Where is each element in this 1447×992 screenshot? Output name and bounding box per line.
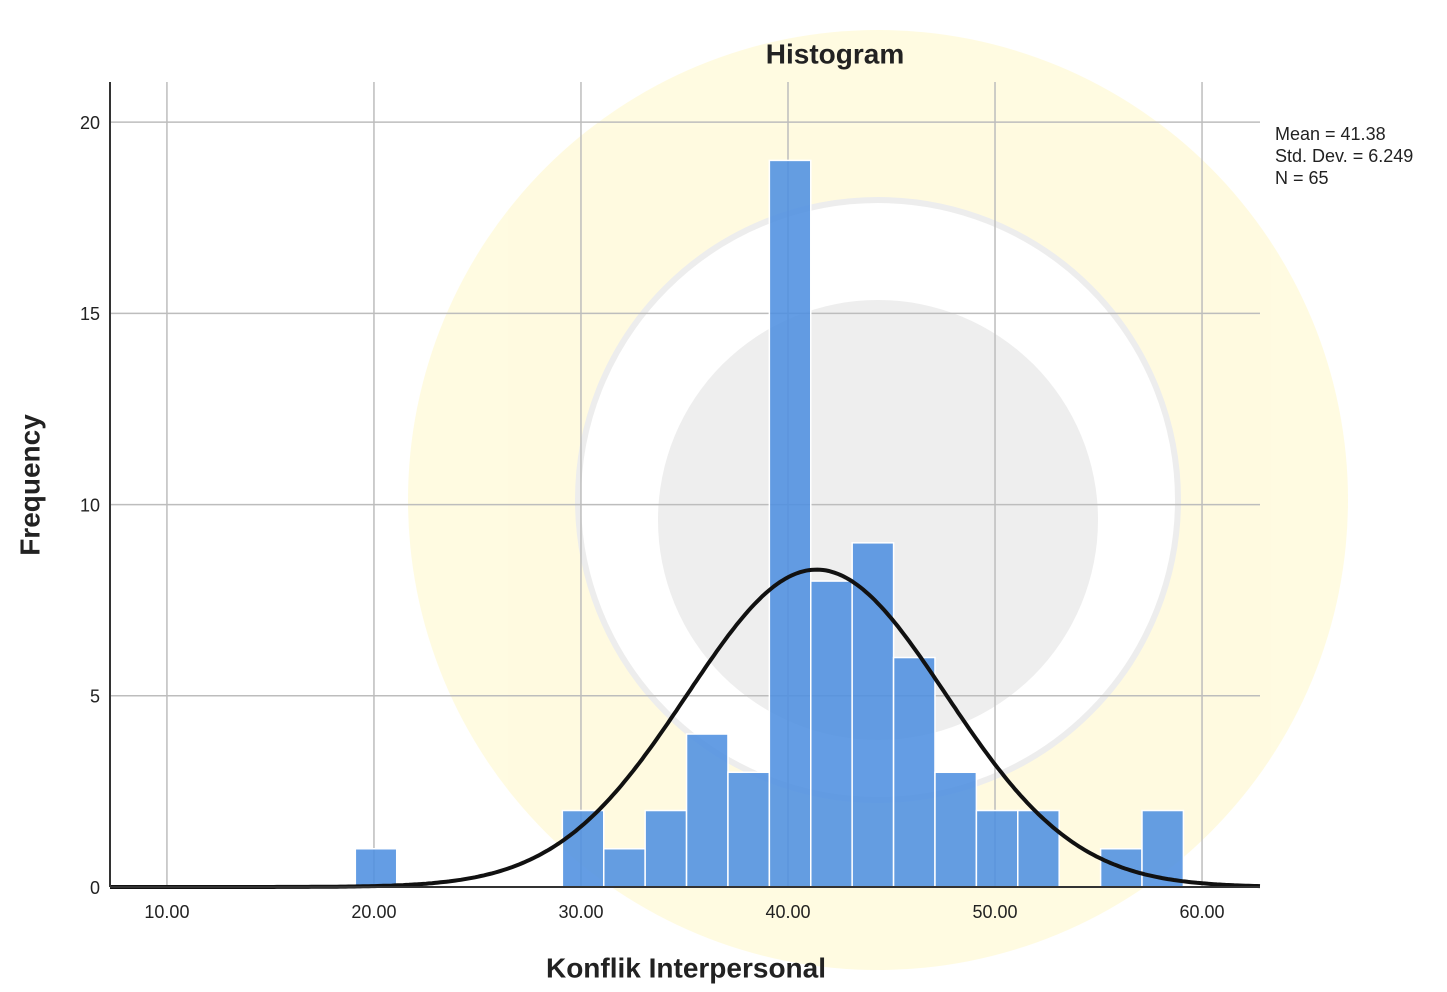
stat-annotation: Std. Dev. = 6.249 xyxy=(1275,146,1413,166)
bar xyxy=(354,848,398,888)
x-axis-label: Konflik Interpersonal xyxy=(546,952,826,983)
y-tick-label: 10 xyxy=(80,495,100,515)
bar xyxy=(561,809,605,888)
bar xyxy=(727,771,771,888)
bar xyxy=(934,771,978,888)
y-tick-label: 15 xyxy=(80,304,100,324)
x-tick-label: 10.00 xyxy=(144,902,189,922)
watermark xyxy=(408,30,1348,970)
bar xyxy=(810,580,853,888)
stat-annotation: Mean = 41.38 xyxy=(1275,124,1386,144)
bar xyxy=(685,733,729,888)
x-tick-label: 30.00 xyxy=(558,902,603,922)
y-tick-label: 0 xyxy=(90,878,100,898)
x-tick-label: 50.00 xyxy=(972,902,1017,922)
bar xyxy=(644,809,688,888)
bar xyxy=(851,542,895,888)
y-tick-label: 20 xyxy=(80,113,100,133)
x-tick-label: 40.00 xyxy=(765,902,810,922)
bar xyxy=(975,809,1019,888)
bar xyxy=(1017,809,1060,888)
y-axis-label: Frequency xyxy=(14,414,45,556)
bar xyxy=(602,848,646,888)
stat-annotation: N = 65 xyxy=(1275,168,1329,188)
chart-title: Histogram xyxy=(766,38,904,69)
x-tick-label: 20.00 xyxy=(351,902,396,922)
bar xyxy=(892,656,936,888)
x-tick-label: 60.00 xyxy=(1180,902,1225,922)
y-tick-label: 5 xyxy=(90,687,100,707)
bar xyxy=(768,159,812,888)
